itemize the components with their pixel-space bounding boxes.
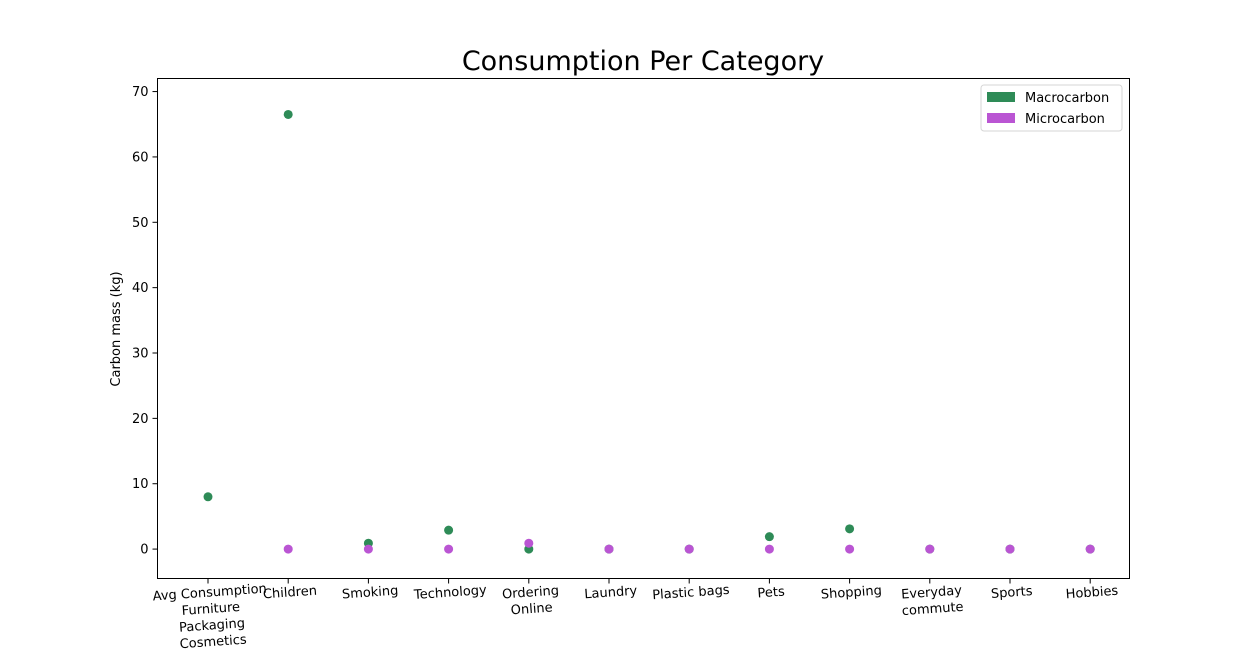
point-microcarbon: [604, 544, 614, 554]
x-tick-label: Hobbies: [1065, 584, 1119, 603]
point-macrocarbon: [283, 109, 293, 119]
y-tick-label: 10: [132, 477, 149, 492]
y-tick-label: 50: [132, 216, 149, 231]
x-tick-label-line: Online: [510, 601, 553, 619]
x-tick-label-line: Technology: [413, 583, 488, 603]
point-microcarbon: [363, 544, 373, 554]
legend-box: [980, 84, 1123, 132]
point-microcarbon: [845, 544, 855, 554]
point-microcarbon: [524, 538, 534, 548]
x-tick-label-line: Shopping: [820, 583, 882, 602]
x-tick-label-line: Everyday: [901, 583, 963, 602]
x-tick-label: Shopping: [820, 583, 882, 602]
legend-swatch: [987, 92, 1015, 102]
x-tick-label-line: Children: [262, 584, 317, 603]
plot-frame: [157, 78, 1130, 579]
x-tick-label-line: Hobbies: [1065, 584, 1119, 603]
x-tick-label-line: Plastic bags: [652, 583, 731, 603]
data-points: [203, 109, 1095, 554]
x-axis: Avg ConsumptionFurniturePackagingCosmeti…: [152, 578, 1119, 651]
point-microcarbon: [1005, 544, 1015, 554]
legend-swatch: [987, 113, 1015, 123]
x-tick-label-line: Sports: [990, 584, 1033, 602]
x-tick-label-line: Cosmetics: [179, 633, 247, 651]
legend-label: Microcarbon: [1025, 112, 1105, 127]
x-tick-label-line: Packaging: [179, 616, 246, 636]
y-tick-label: 20: [132, 412, 149, 427]
chart-title: Consumption Per Category: [462, 46, 824, 77]
y-axis-label: Carbon mass (kg): [109, 271, 124, 386]
point-microcarbon: [684, 544, 694, 554]
y-axis: 0 10 20 30 40 50 60 70: [132, 85, 158, 558]
x-tick-label: Smoking: [341, 584, 398, 603]
point-microcarbon: [283, 544, 293, 554]
x-tick-label: Avg ConsumptionFurniturePackagingCosmeti…: [152, 582, 267, 651]
x-tick-label-line: Laundry: [584, 584, 638, 603]
x-tick-label-line: Smoking: [341, 584, 398, 603]
x-tick-label: Sports: [990, 584, 1033, 602]
x-tick-label-line: Pets: [757, 585, 785, 602]
legend-label: Macrocarbon: [1025, 91, 1109, 106]
x-tick-label: Laundry: [584, 584, 638, 603]
point-macrocarbon: [845, 524, 855, 534]
y-tick-label: 60: [132, 150, 149, 165]
y-tick-label: 30: [132, 347, 149, 362]
x-tick-label: Plastic bags: [652, 583, 731, 603]
x-tick-label-line: commute: [901, 600, 964, 619]
point-microcarbon: [444, 544, 454, 554]
y-tick-label: 70: [132, 85, 149, 100]
point-microcarbon: [764, 544, 774, 554]
x-tick-label: Technology: [413, 583, 488, 603]
y-tick-label: 0: [140, 543, 148, 558]
legend: Macrocarbon Microcarbon: [980, 84, 1123, 132]
point-microcarbon: [1085, 544, 1095, 554]
point-microcarbon: [925, 544, 935, 554]
point-macrocarbon: [764, 532, 774, 542]
x-tick-label: Pets: [757, 585, 785, 602]
y-tick-label: 40: [132, 281, 149, 296]
point-macrocarbon: [203, 492, 213, 502]
x-tick-label-line: Furniture: [181, 600, 240, 619]
x-tick-label-line: Avg Consumption: [152, 582, 267, 605]
point-macrocarbon: [444, 525, 454, 535]
x-tick-label-line: Ordering: [502, 584, 560, 603]
x-tick-label: Children: [262, 584, 317, 603]
